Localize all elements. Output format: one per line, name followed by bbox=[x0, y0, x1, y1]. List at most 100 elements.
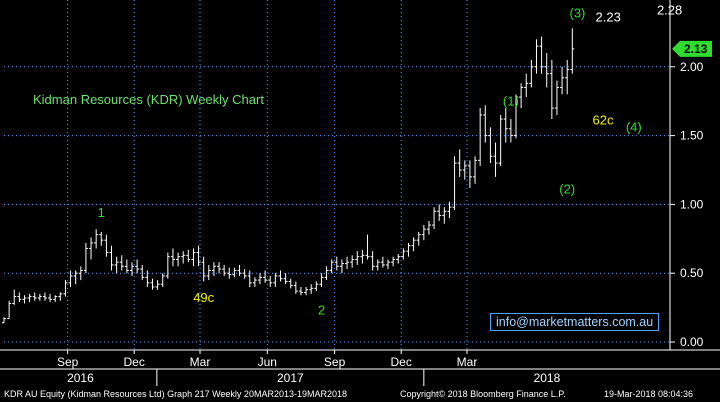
ohlc-bar bbox=[58, 292, 63, 301]
ohlc-bar bbox=[544, 53, 549, 88]
ohlc-bar bbox=[124, 259, 129, 274]
ohlc-bar bbox=[396, 253, 401, 264]
ohlc-bar bbox=[22, 295, 27, 304]
ohlc-bar bbox=[119, 255, 124, 271]
ohlc-bar bbox=[288, 278, 293, 289]
ohlc-bar bbox=[104, 234, 109, 257]
ohlc-bar bbox=[416, 231, 421, 246]
ohlc-bar bbox=[140, 264, 145, 281]
ohlc-bar bbox=[411, 237, 416, 252]
y-tick-label: 1.50 bbox=[680, 129, 704, 143]
ohlc-bar bbox=[73, 270, 78, 285]
ohlc-bar bbox=[554, 80, 559, 115]
ohlc-bar bbox=[447, 201, 452, 219]
ohlc-bar bbox=[160, 273, 165, 287]
year-label: 2016 bbox=[67, 371, 94, 385]
ohlc-bar bbox=[503, 108, 508, 143]
grid-lines bbox=[4, 0, 670, 350]
ohlc-bar bbox=[217, 262, 222, 274]
x-tick-label: Dec bbox=[124, 355, 145, 369]
ohlc-bar bbox=[78, 266, 83, 281]
ohlc-bar bbox=[298, 286, 303, 296]
x-tick-label: Mar bbox=[190, 355, 211, 369]
ohlc-bar bbox=[437, 204, 442, 221]
ohlc-bar bbox=[473, 156, 478, 184]
annotation-label: 2.23 bbox=[596, 9, 621, 24]
ohlc-bar bbox=[355, 251, 360, 265]
ohlc-bar bbox=[519, 83, 524, 109]
ohlc-bar bbox=[196, 245, 201, 267]
ohlc-bar bbox=[273, 273, 278, 287]
ohlc-bar bbox=[17, 292, 22, 303]
last-price-label: 2.13 bbox=[684, 42, 708, 56]
ohlc-bar bbox=[94, 229, 99, 249]
x-axis: Sep Dec Mar Jun Sep Dec Mar 2016 2017 2018 bbox=[0, 349, 720, 386]
x-tick-label: Jun bbox=[258, 355, 277, 369]
ohlc-bar bbox=[252, 277, 257, 287]
ohlc-bar bbox=[83, 242, 88, 274]
ohlc-bar bbox=[565, 59, 570, 95]
ohlc-bar bbox=[514, 94, 518, 139]
ohlc-bar bbox=[570, 28, 575, 74]
ohlc-bar bbox=[293, 281, 298, 294]
y-tick-label: 2.00 bbox=[680, 60, 704, 74]
ohlc-bar bbox=[242, 269, 247, 279]
ohlc-bar bbox=[426, 220, 431, 235]
ohlc-bar bbox=[42, 292, 47, 301]
ohlc-bar bbox=[32, 292, 37, 301]
annotation-label: 2 bbox=[318, 302, 325, 317]
annotation-label: 2.28 bbox=[657, 3, 682, 18]
ohlc-bar bbox=[498, 114, 503, 166]
ohlc-bar bbox=[263, 270, 268, 283]
y-axis: 0.00 0.50 1.00 1.50 2.00 bbox=[669, 0, 704, 350]
ohlc-bar bbox=[345, 256, 350, 270]
ohlc-bar bbox=[48, 293, 53, 303]
ohlc-bar bbox=[529, 59, 534, 88]
ohlc-bar bbox=[247, 270, 252, 287]
ohlc-bar bbox=[232, 267, 237, 278]
ohlc-bar bbox=[283, 273, 288, 285]
ohlc-bar bbox=[99, 231, 104, 246]
ohlc-bar bbox=[170, 248, 175, 267]
ohlc-bar bbox=[135, 259, 140, 274]
year-label: 2018 bbox=[534, 371, 561, 385]
ohlc-bar bbox=[89, 237, 94, 260]
ohlc-bar bbox=[278, 270, 283, 282]
y-tick-label: 0.00 bbox=[680, 335, 704, 349]
ohlc-bar bbox=[206, 264, 211, 281]
ohlc-bar bbox=[191, 248, 196, 267]
y-tick-label: 1.00 bbox=[680, 197, 704, 211]
footer-timestamp: 19-Mar-2018 08:04:36 bbox=[604, 389, 693, 399]
ohlc-bar bbox=[560, 66, 565, 95]
ohlc-bar bbox=[421, 225, 426, 241]
annotation-label: 49c bbox=[193, 290, 214, 305]
ohlc-bar bbox=[150, 278, 155, 290]
x-tick-label: Sep bbox=[324, 355, 346, 369]
ohlc-bar bbox=[181, 251, 186, 264]
ohlc-bar bbox=[237, 264, 242, 276]
ohlc-bar bbox=[324, 266, 329, 281]
ohlc-bar bbox=[268, 275, 273, 287]
ohlc-bar bbox=[391, 256, 396, 267]
ohlc-bar bbox=[380, 256, 385, 268]
ohlc-bar bbox=[375, 259, 380, 271]
chart-title: Kidman Resources (KDR) Weekly Chart bbox=[33, 92, 264, 107]
contact-email-link[interactable]: info@marketmatters.com.au bbox=[490, 313, 660, 331]
annotation-label: (3) bbox=[569, 5, 585, 20]
ohlc-bar bbox=[467, 160, 472, 188]
ohlc-bar bbox=[222, 264, 227, 276]
ohlc-bar bbox=[457, 149, 462, 177]
ohlc-bar bbox=[37, 293, 42, 301]
x-tick-label: Sep bbox=[57, 355, 79, 369]
ohlc-bar bbox=[401, 248, 406, 260]
ohlc-bar bbox=[350, 255, 355, 268]
ohlc-bar bbox=[27, 293, 32, 303]
ohlc-bar bbox=[53, 295, 58, 303]
ohlc-bar bbox=[258, 273, 262, 285]
ohlc-bar bbox=[452, 156, 457, 210]
footer-security-info: KDR AU Equity (Kidman Resources Ltd) Gra… bbox=[4, 389, 347, 399]
x-tick-label: Mar bbox=[457, 355, 478, 369]
ohlc-bar bbox=[432, 207, 437, 230]
ohlc-bar bbox=[227, 267, 232, 279]
